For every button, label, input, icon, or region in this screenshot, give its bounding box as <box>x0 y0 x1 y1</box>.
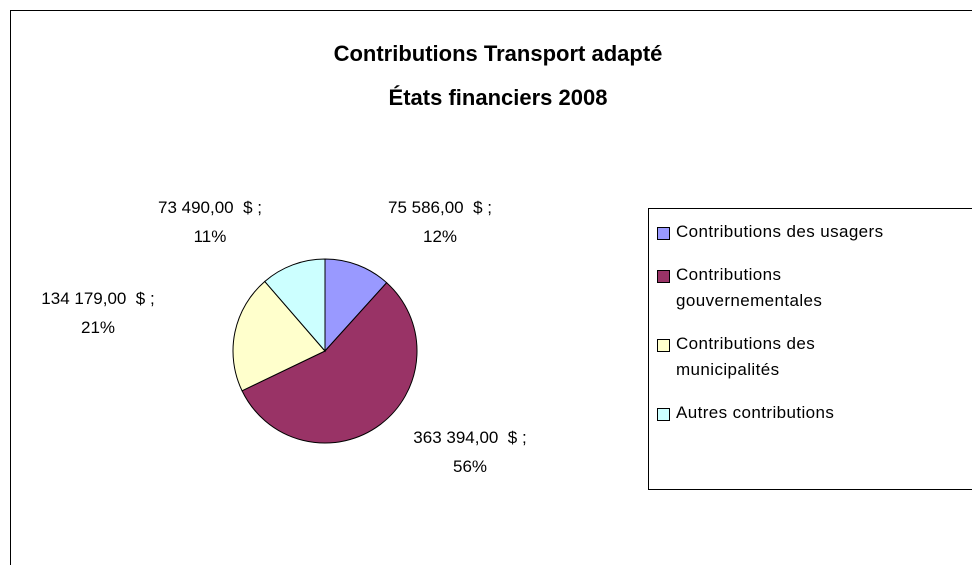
chart-title: États financiers 2008 <box>389 85 608 110</box>
percent-label: 12% <box>423 227 457 246</box>
legend-item: Contributions des usagers <box>657 219 972 245</box>
chart-title: Contributions Transport adapté <box>334 41 663 66</box>
legend-swatch <box>657 339 670 352</box>
percent-label: 21% <box>81 318 115 337</box>
legend-item: Contributions des municipalités <box>657 331 972 383</box>
legend-label: Contributions des municipalités <box>676 334 816 379</box>
pie-slice <box>241 282 418 444</box>
data-label: 363 394,00 $ ; <box>413 428 526 447</box>
legend: Contributions des usagers Contributions g… <box>648 208 972 490</box>
legend-item: Autres contributions <box>657 400 972 426</box>
data-label: 134 179,00 $ ; <box>41 289 154 308</box>
pie-slice <box>264 258 326 353</box>
pie-slice <box>232 280 326 392</box>
legend-swatch <box>657 408 670 421</box>
legend-swatch <box>657 270 670 283</box>
legend-label: Autres contributions <box>676 403 835 422</box>
data-label: 75 586,00 $ ; <box>388 198 492 217</box>
legend-item: Contributions gouvernementales <box>657 262 972 314</box>
legend-label: Contributions gouvernementales <box>676 265 823 310</box>
legend-label: Contributions des usagers <box>676 222 884 241</box>
chart-frame <box>10 10 972 565</box>
pie-slice <box>324 258 388 353</box>
percent-label: 11% <box>194 227 227 246</box>
percent-label: 56% <box>453 457 487 476</box>
data-label: 73 490,00 $ ; <box>158 198 262 217</box>
legend-swatch <box>657 227 670 240</box>
